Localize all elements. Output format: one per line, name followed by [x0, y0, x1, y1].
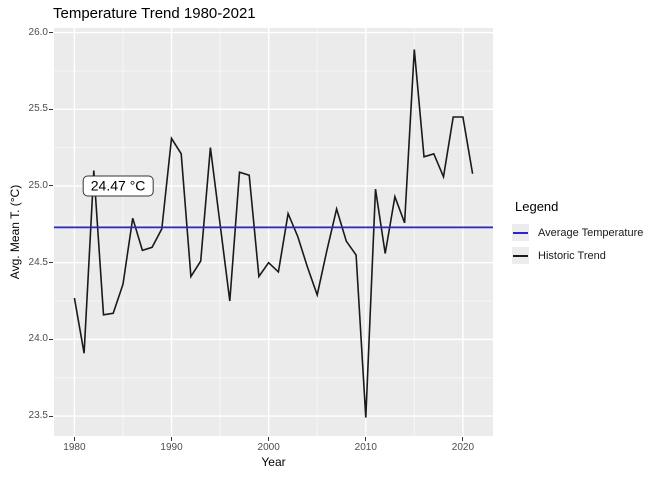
legend: Legend Average Temperature Historic Tren… [512, 199, 643, 270]
y-tick-mark [49, 415, 53, 417]
mean-value-label: 24.47 °C [82, 175, 154, 197]
legend-key-average-temperature [512, 224, 529, 241]
x-tick-mark [268, 437, 270, 441]
y-tick-label: 24.0 [28, 333, 48, 345]
x-tick-mark [171, 437, 173, 441]
plot-panel: 24.47 °C [54, 28, 493, 436]
legend-item-average-temperature: Average Temperature [512, 224, 643, 241]
y-tick-label: 25.0 [28, 179, 48, 191]
y-axis-title: Avg. Mean T. (°C) [8, 184, 22, 280]
x-tick-mark [462, 437, 464, 441]
x-tick-label: 2020 [451, 442, 475, 453]
y-tick-label: 26.0 [28, 26, 48, 38]
y-tick-mark [49, 108, 53, 110]
x-tick-mark [365, 437, 367, 441]
legend-key-historic-trend [512, 247, 529, 264]
y-tick-mark [49, 262, 53, 264]
y-tick-label: 23.5 [28, 410, 48, 422]
x-tick-label: 1990 [160, 442, 183, 453]
black-line-icon [513, 254, 528, 257]
x-tick-label: 2010 [354, 442, 377, 453]
legend-title: Legend [515, 199, 559, 214]
plot-area [54, 28, 493, 436]
y-tick-mark [49, 185, 53, 187]
blue-line-icon [513, 231, 528, 234]
y-tick-mark [49, 32, 53, 34]
legend-item-label: Average Temperature [538, 226, 644, 239]
chart-title: Temperature Trend 1980-2021 [53, 5, 256, 22]
legend-item-label: Historic Trend [538, 249, 606, 262]
y-tick-label: 24.5 [28, 256, 48, 268]
y-tick-label: 25.5 [28, 103, 48, 115]
legend-item-historic-trend: Historic Trend [512, 247, 643, 264]
x-tick-label: 1980 [63, 442, 86, 453]
x-tick-label: 2000 [257, 442, 280, 453]
y-tick-mark [49, 338, 53, 340]
x-tick-mark [73, 437, 75, 441]
x-axis-title: Year [261, 455, 286, 469]
